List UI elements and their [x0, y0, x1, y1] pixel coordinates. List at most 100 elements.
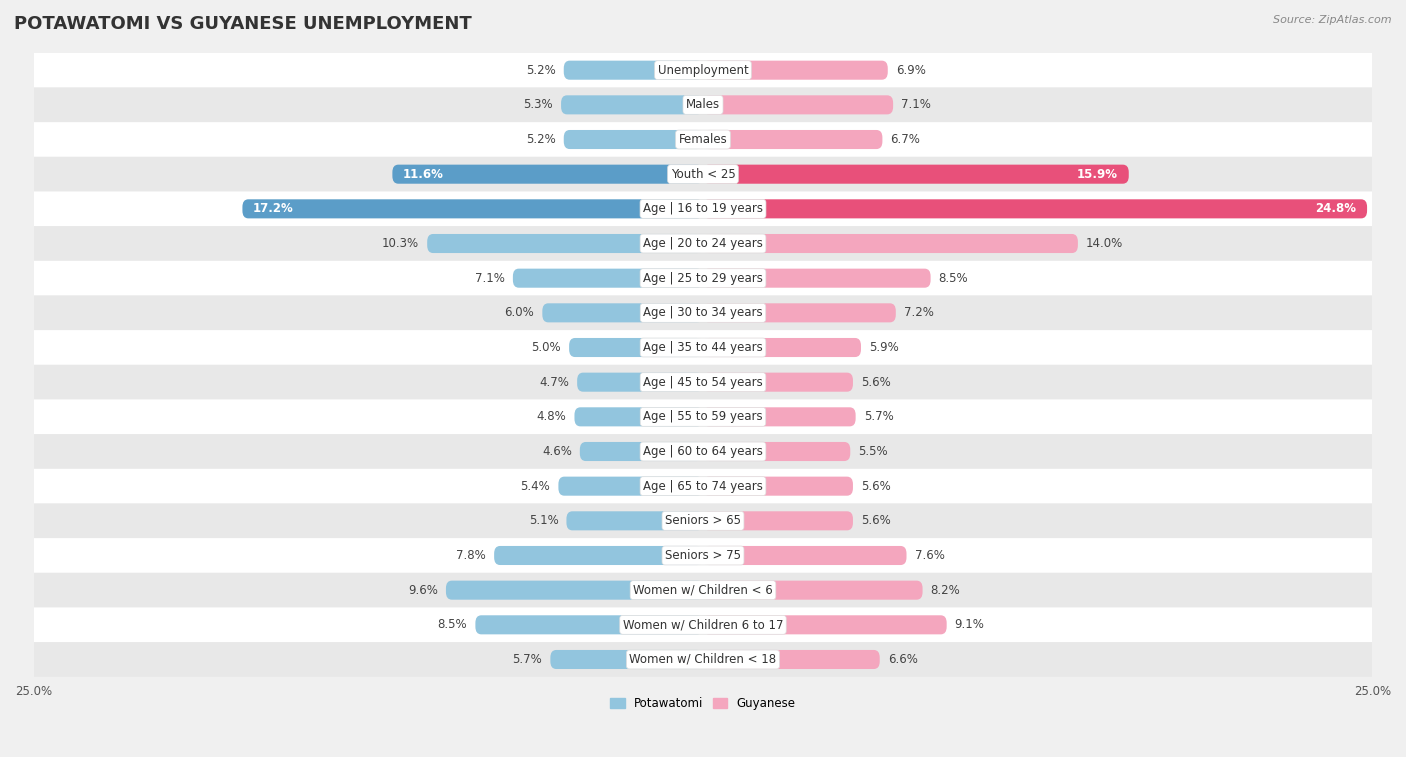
FancyBboxPatch shape	[34, 400, 1372, 435]
Text: Age | 60 to 64 years: Age | 60 to 64 years	[643, 445, 763, 458]
Text: 7.6%: 7.6%	[914, 549, 945, 562]
FancyBboxPatch shape	[34, 157, 1372, 192]
FancyBboxPatch shape	[34, 330, 1372, 365]
Text: Unemployment: Unemployment	[658, 64, 748, 76]
Text: 9.1%: 9.1%	[955, 618, 984, 631]
Legend: Potawatomi, Guyanese: Potawatomi, Guyanese	[606, 692, 800, 715]
FancyBboxPatch shape	[703, 130, 883, 149]
FancyBboxPatch shape	[703, 615, 946, 634]
Text: 5.6%: 5.6%	[860, 480, 891, 493]
Text: 15.9%: 15.9%	[1077, 168, 1118, 181]
FancyBboxPatch shape	[34, 122, 1372, 157]
Text: 5.7%: 5.7%	[513, 653, 543, 666]
Text: Seniors > 65: Seniors > 65	[665, 514, 741, 528]
FancyBboxPatch shape	[703, 199, 1367, 218]
Text: 7.8%: 7.8%	[457, 549, 486, 562]
FancyBboxPatch shape	[703, 164, 1129, 184]
Text: Age | 55 to 59 years: Age | 55 to 59 years	[643, 410, 763, 423]
Text: 5.2%: 5.2%	[526, 133, 555, 146]
Text: 10.3%: 10.3%	[382, 237, 419, 250]
Text: 6.9%: 6.9%	[896, 64, 925, 76]
FancyBboxPatch shape	[703, 546, 907, 565]
FancyBboxPatch shape	[703, 581, 922, 600]
FancyBboxPatch shape	[494, 546, 703, 565]
FancyBboxPatch shape	[575, 407, 703, 426]
FancyBboxPatch shape	[475, 615, 703, 634]
Text: 6.6%: 6.6%	[887, 653, 918, 666]
FancyBboxPatch shape	[576, 372, 703, 391]
Text: 4.7%: 4.7%	[540, 375, 569, 388]
Text: 5.5%: 5.5%	[858, 445, 889, 458]
Text: 5.4%: 5.4%	[520, 480, 550, 493]
FancyBboxPatch shape	[34, 226, 1372, 261]
Text: Women w/ Children 6 to 17: Women w/ Children 6 to 17	[623, 618, 783, 631]
FancyBboxPatch shape	[703, 511, 853, 531]
Text: 14.0%: 14.0%	[1085, 237, 1123, 250]
FancyBboxPatch shape	[242, 199, 703, 218]
FancyBboxPatch shape	[34, 192, 1372, 226]
FancyBboxPatch shape	[550, 650, 703, 669]
Text: 6.0%: 6.0%	[505, 307, 534, 319]
FancyBboxPatch shape	[703, 304, 896, 322]
Text: Age | 45 to 54 years: Age | 45 to 54 years	[643, 375, 763, 388]
Text: 5.2%: 5.2%	[526, 64, 555, 76]
FancyBboxPatch shape	[564, 130, 703, 149]
Text: Age | 16 to 19 years: Age | 16 to 19 years	[643, 202, 763, 215]
FancyBboxPatch shape	[569, 338, 703, 357]
Text: 8.5%: 8.5%	[437, 618, 467, 631]
FancyBboxPatch shape	[34, 261, 1372, 295]
FancyBboxPatch shape	[703, 269, 931, 288]
Text: 7.1%: 7.1%	[901, 98, 931, 111]
Text: 7.1%: 7.1%	[475, 272, 505, 285]
FancyBboxPatch shape	[703, 338, 860, 357]
Text: 6.7%: 6.7%	[890, 133, 921, 146]
Text: Women w/ Children < 18: Women w/ Children < 18	[630, 653, 776, 666]
FancyBboxPatch shape	[34, 365, 1372, 400]
Text: 8.5%: 8.5%	[939, 272, 969, 285]
FancyBboxPatch shape	[34, 53, 1372, 88]
Text: 5.6%: 5.6%	[860, 514, 891, 528]
Text: Women w/ Children < 6: Women w/ Children < 6	[633, 584, 773, 597]
Text: Males: Males	[686, 98, 720, 111]
FancyBboxPatch shape	[34, 469, 1372, 503]
FancyBboxPatch shape	[543, 304, 703, 322]
FancyBboxPatch shape	[513, 269, 703, 288]
FancyBboxPatch shape	[703, 650, 880, 669]
Text: 7.2%: 7.2%	[904, 307, 934, 319]
Text: 8.2%: 8.2%	[931, 584, 960, 597]
FancyBboxPatch shape	[34, 295, 1372, 330]
Text: 24.8%: 24.8%	[1316, 202, 1357, 215]
FancyBboxPatch shape	[703, 61, 887, 79]
Text: 5.6%: 5.6%	[860, 375, 891, 388]
Text: Youth < 25: Youth < 25	[671, 168, 735, 181]
FancyBboxPatch shape	[34, 642, 1372, 677]
FancyBboxPatch shape	[558, 477, 703, 496]
Text: 9.6%: 9.6%	[408, 584, 437, 597]
FancyBboxPatch shape	[34, 88, 1372, 122]
FancyBboxPatch shape	[703, 372, 853, 391]
FancyBboxPatch shape	[703, 234, 1078, 253]
Text: Age | 65 to 74 years: Age | 65 to 74 years	[643, 480, 763, 493]
FancyBboxPatch shape	[564, 61, 703, 79]
Text: Age | 20 to 24 years: Age | 20 to 24 years	[643, 237, 763, 250]
Text: Age | 35 to 44 years: Age | 35 to 44 years	[643, 341, 763, 354]
Text: Source: ZipAtlas.com: Source: ZipAtlas.com	[1274, 15, 1392, 25]
FancyBboxPatch shape	[703, 442, 851, 461]
FancyBboxPatch shape	[446, 581, 703, 600]
Text: 4.8%: 4.8%	[537, 410, 567, 423]
FancyBboxPatch shape	[579, 442, 703, 461]
Text: 5.3%: 5.3%	[523, 98, 553, 111]
Text: 5.7%: 5.7%	[863, 410, 893, 423]
Text: Age | 25 to 29 years: Age | 25 to 29 years	[643, 272, 763, 285]
Text: 5.9%: 5.9%	[869, 341, 898, 354]
FancyBboxPatch shape	[34, 607, 1372, 642]
FancyBboxPatch shape	[34, 573, 1372, 607]
FancyBboxPatch shape	[561, 95, 703, 114]
FancyBboxPatch shape	[392, 164, 703, 184]
FancyBboxPatch shape	[427, 234, 703, 253]
FancyBboxPatch shape	[34, 538, 1372, 573]
Text: Age | 30 to 34 years: Age | 30 to 34 years	[643, 307, 763, 319]
Text: 17.2%: 17.2%	[253, 202, 294, 215]
FancyBboxPatch shape	[34, 503, 1372, 538]
Text: 4.6%: 4.6%	[541, 445, 572, 458]
